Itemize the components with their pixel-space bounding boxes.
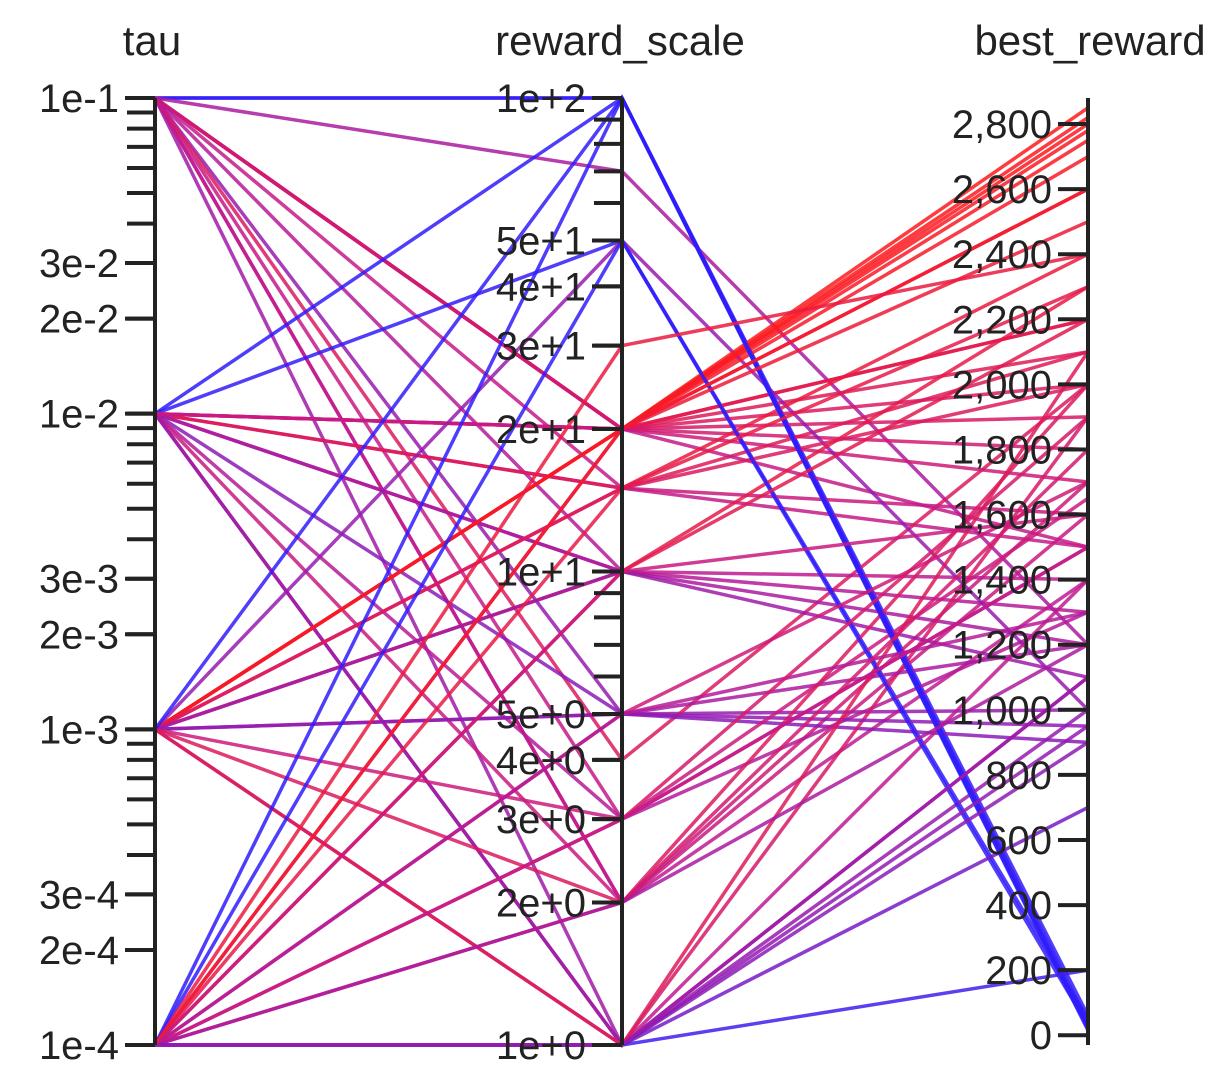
tick-label: 2,000 (952, 363, 1052, 407)
tick-label: 2,600 (952, 168, 1052, 212)
tick-label: 1e-3 (39, 708, 119, 752)
axes: 1e-1 3e-2 2e-2 1e-2 3e-3 2e-3 1e-3 3e-4 2e-4 1e-4… (39, 17, 1206, 1068)
tick-label: 3e-4 (39, 873, 119, 917)
tick-label: 1,200 (952, 624, 1052, 668)
tick-label: 2e-2 (39, 298, 119, 342)
tick-label: 4e+1 (496, 265, 586, 309)
tick-label: 3e-2 (39, 242, 119, 286)
axis-title: reward_scale (495, 17, 745, 64)
tick-label: 3e+0 (496, 798, 586, 842)
tick-label: 5e+1 (496, 220, 586, 264)
axis-best-reward: 2,800 2,600 2,400 2,200 2,000 1,800 1,600 1,400… (952, 17, 1206, 1058)
tick-label: 1,600 (952, 494, 1052, 538)
tick-label: 2e+0 (496, 881, 586, 925)
tick-label: 2e-4 (39, 929, 119, 973)
tick-label: 1e-2 (39, 393, 119, 437)
axis-title: tau (123, 17, 181, 64)
tick-label: 1e+1 (496, 551, 586, 595)
tick-label: 2,200 (952, 298, 1052, 342)
tick-label: 400 (985, 884, 1052, 928)
tick-label: 1e+0 (496, 1024, 586, 1068)
tick-label: 3e+1 (496, 325, 586, 369)
axis-tau: 1e-1 3e-2 2e-2 1e-2 3e-3 2e-3 1e-3 3e-4 2e-4 1e-4… (39, 17, 181, 1068)
tick-label: 1,800 (952, 428, 1052, 472)
axis-reward-scale: 1e+2 5e+14e+1 3e+1 2e+1 1e+1 5e+04e+0 3e+0 2e+0… (495, 17, 745, 1068)
tick-label: 2,800 (952, 103, 1052, 147)
tick-label: 2,400 (952, 233, 1052, 277)
tick-label: 0 (1030, 1014, 1052, 1058)
axis-title: best_reward (974, 17, 1205, 64)
tick-label: 200 (985, 949, 1052, 993)
tick-label: 3e-3 (39, 558, 119, 602)
tick-label: 1e-1 (39, 77, 119, 121)
tick-label: 800 (985, 754, 1052, 798)
tick-label: 2e-3 (39, 613, 119, 657)
tick-label: 5e+0 (496, 693, 586, 737)
tick-label: 1,000 (952, 689, 1052, 733)
tick-label: 1e-4 (39, 1024, 119, 1068)
tick-label: 4e+0 (496, 739, 586, 783)
tick-label: 1e+2 (496, 77, 586, 121)
tick-label: 1,400 (952, 559, 1052, 603)
tick-label: 600 (985, 819, 1052, 863)
tick-label: 2e+1 (496, 408, 586, 452)
